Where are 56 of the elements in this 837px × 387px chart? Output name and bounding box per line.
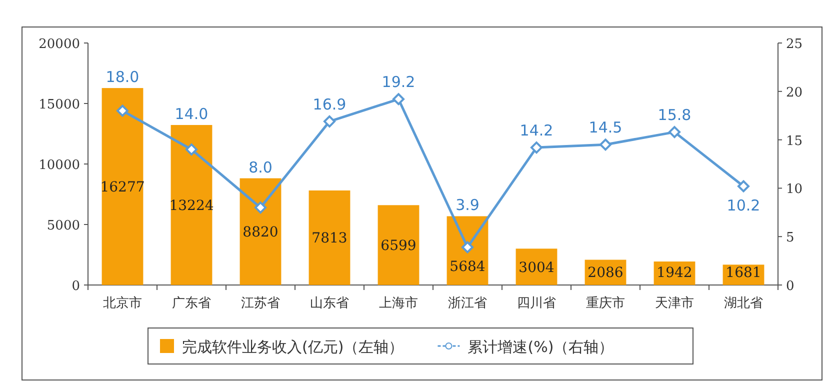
x-tick-label: 湖北省 [724, 296, 763, 311]
data-label: 16.9 [312, 95, 346, 114]
point [186, 143, 198, 156]
y2-tick-label: 5 [786, 230, 794, 246]
data-label: 1942 [656, 265, 692, 281]
data-label: 3.9 [456, 196, 480, 214]
bar [102, 88, 144, 285]
point [668, 126, 680, 138]
x-tick-label: 山东省 [310, 296, 349, 311]
point [600, 138, 612, 151]
y2-tick-label: 0 [786, 279, 794, 294]
data-label: 19.2 [382, 73, 416, 92]
x-tick-label: 北京市 [103, 296, 142, 311]
point [116, 104, 128, 117]
data-label: 1681 [726, 265, 762, 281]
bar [378, 205, 420, 285]
y2-tick-label: 25 [786, 37, 803, 52]
y2-tick-label: 10 [786, 182, 803, 198]
data-label: 2086 [588, 265, 624, 281]
x-tick-label: 上海市 [379, 296, 418, 311]
bar [308, 190, 350, 285]
data-label: 10.2 [726, 196, 760, 214]
x-tick-label: 四川省 [517, 296, 556, 311]
y-tick-label: 0 [72, 279, 80, 294]
data-label: 7813 [312, 230, 348, 247]
point [254, 202, 266, 214]
x-tick-label: 浙江省 [448, 296, 487, 311]
data-label: 8.0 [248, 158, 272, 176]
x-tick-label: 重庆市 [586, 296, 625, 311]
data-label: 18.0 [106, 68, 140, 86]
y-tick-label: 5000 [46, 218, 80, 234]
point [738, 180, 750, 192]
x-tick-label: 天津市 [655, 296, 694, 311]
x-tick-label: 广东省 [172, 296, 211, 311]
point [324, 115, 336, 128]
data-label: 14.2 [520, 122, 554, 140]
y2-tick-label: 15 [786, 134, 803, 149]
data-label: 14.5 [588, 118, 622, 137]
data-label: 15.8 [658, 106, 692, 124]
y2-tick-label: 20 [786, 85, 803, 100]
data-label: 6599 [380, 238, 416, 254]
point [530, 142, 542, 154]
data-label: 8820 [242, 224, 278, 241]
point [392, 93, 404, 106]
data-label: 14.0 [174, 104, 208, 123]
y-tick-label: 20000 [38, 37, 80, 52]
bar [170, 124, 212, 285]
y-tick-label: 10000 [38, 158, 80, 173]
bar [240, 178, 282, 285]
point [462, 241, 474, 254]
data-label: 5684 [450, 259, 486, 276]
legend-label: 累计增速(%)（右轴） [468, 338, 614, 356]
data-label: 3004 [518, 260, 554, 276]
legend-label: 完成软件业务收入(亿元)（左轴） [182, 338, 404, 356]
x-tick-label: 江苏省 [241, 296, 280, 311]
y-tick-label: 15000 [38, 98, 80, 112]
